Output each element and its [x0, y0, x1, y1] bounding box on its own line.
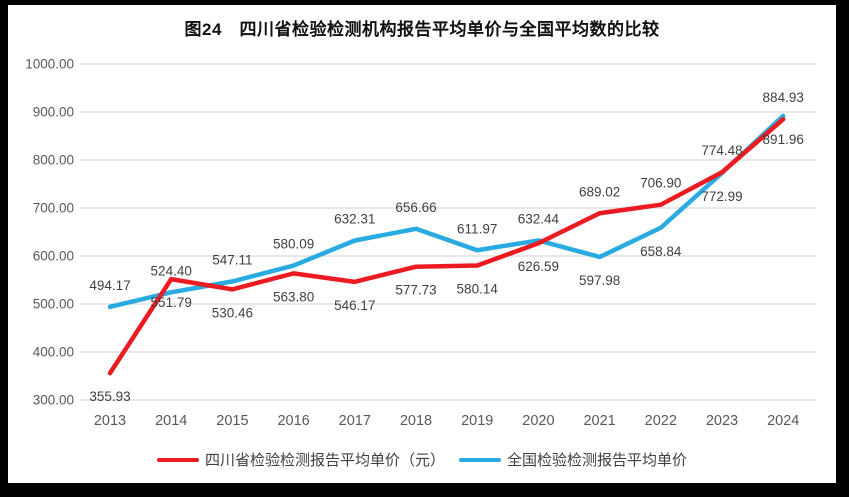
data-label: 577.73	[395, 283, 436, 298]
x-axis-tick-label: 2017	[339, 413, 371, 429]
data-label: 774.48	[701, 143, 742, 158]
legend-item-sichuan: 四川省检验检测报告平均单价（元）	[156, 449, 445, 470]
data-label: 597.98	[579, 273, 620, 288]
x-axis-tick-label: 2016	[277, 413, 309, 429]
y-axis-tick-label: 800.00	[33, 153, 74, 168]
y-axis-tick-label: 300.00	[33, 393, 74, 408]
x-axis-tick-label: 2014	[155, 413, 187, 429]
data-label: 580.14	[457, 282, 499, 297]
data-label: 706.90	[640, 176, 681, 191]
chart-title: 图24 四川省检验检测机构报告平均单价与全国平均数的比较	[184, 20, 660, 39]
y-axis-tick-label: 400.00	[33, 345, 74, 360]
sichuan-line-swatch-icon	[156, 457, 199, 462]
legend-item-national: 全国检验检测报告平均单价	[459, 449, 687, 470]
x-axis-tick-label: 2015	[216, 413, 248, 429]
x-axis-tick-label: 2018	[400, 413, 432, 429]
data-label: 632.31	[334, 211, 375, 226]
data-label: 632.44	[518, 211, 560, 226]
y-axis-tick-label: 1000.00	[25, 57, 74, 72]
chart-legend: 四川省检验检测报告平均单价（元） 全国检验检测报告平均单价	[8, 449, 836, 470]
data-label: 658.84	[640, 244, 682, 259]
legend-label-national: 全国检验检测报告平均单价	[507, 452, 688, 469]
data-label: 547.11	[212, 252, 252, 267]
national-line-swatch-icon	[459, 457, 501, 462]
data-label: 551.79	[151, 295, 192, 310]
data-label: 355.93	[89, 389, 130, 404]
data-label: 563.80	[273, 289, 314, 304]
x-axis-tick-label: 2019	[461, 413, 493, 429]
data-label: 611.97	[457, 221, 497, 236]
x-axis-tick-label: 2013	[94, 413, 126, 429]
data-label: 530.46	[212, 305, 253, 320]
data-label: 524.40	[151, 263, 192, 278]
y-axis-tick-label: 600.00	[33, 249, 74, 264]
legend-label-sichuan: 四川省检验检测报告平均单价（元）	[204, 452, 445, 469]
data-label: 626.59	[518, 259, 559, 274]
x-axis-tick-label: 2021	[583, 413, 615, 429]
x-axis-tick-label: 2020	[522, 413, 554, 429]
data-label: 656.66	[395, 200, 436, 215]
x-axis-tick-label: 2023	[706, 413, 738, 429]
data-label: 580.09	[273, 237, 314, 252]
data-label: 884.93	[763, 90, 804, 105]
y-axis-tick-label: 700.00	[33, 201, 74, 216]
y-axis-tick-label: 500.00	[33, 297, 74, 312]
data-label: 546.17	[334, 298, 375, 313]
series-line-0	[107, 116, 786, 376]
data-label: 689.02	[579, 184, 620, 199]
data-label: 772.99	[701, 189, 742, 204]
x-axis-tick-label: 2022	[645, 413, 677, 429]
data-label: 891.96	[763, 132, 804, 147]
series-line-1	[107, 113, 786, 310]
y-axis-tick-label: 900.00	[33, 105, 74, 120]
data-label: 494.17	[89, 278, 130, 293]
x-axis-tick-label: 2024	[767, 413, 799, 429]
line-chart-plot-area: 300.00 400.00 500.00 600.00 700.00 800.00 900.…	[25, 57, 816, 429]
